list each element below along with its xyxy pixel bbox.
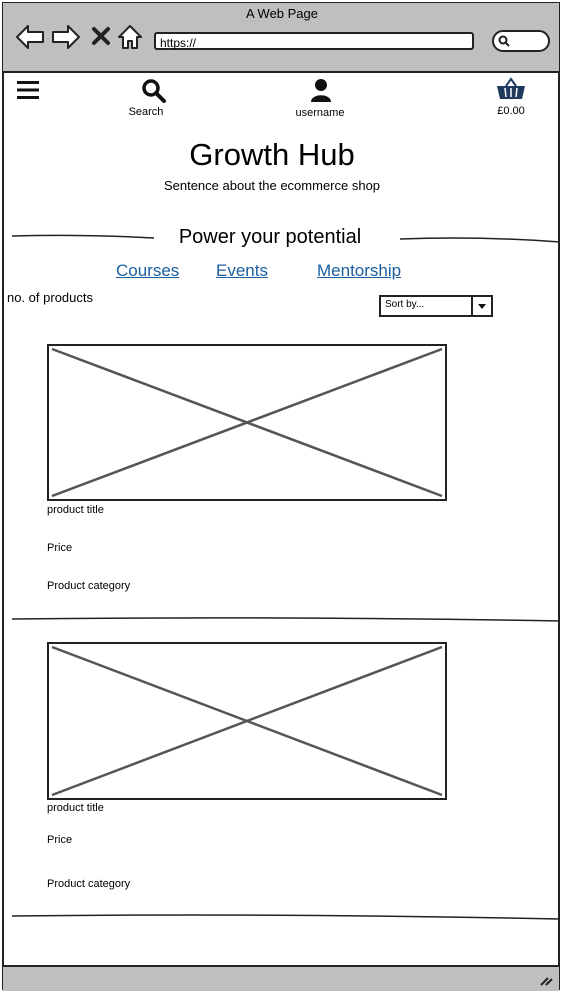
image-placeholder-icon (51, 645, 443, 797)
nav-link-events[interactable]: Events (216, 261, 268, 280)
search-label: Search (128, 106, 164, 118)
product-category: Product category (47, 878, 131, 890)
product-category: Product category (47, 580, 131, 592)
hamburger-menu-icon[interactable] (17, 80, 39, 100)
search-icon (141, 78, 167, 104)
account-button[interactable]: username (290, 78, 350, 119)
product-count: no. of products (7, 290, 93, 305)
site-title: Growth Hub (189, 137, 355, 172)
sort-dropdown-label: Sort by... (385, 299, 425, 310)
window-title: A Web Page (245, 6, 319, 21)
chevron-down-icon[interactable] (471, 297, 491, 315)
product-card[interactable]: product title Price Product category (47, 344, 447, 594)
basket-icon (496, 77, 530, 101)
cart-button[interactable]: £0.00 (492, 77, 530, 117)
section-divider-lines (11, 234, 561, 243)
nav-link-courses[interactable]: Courses (116, 261, 180, 280)
site-tagline: Sentence about the ecommerce shop (163, 178, 381, 193)
product-price: Price (47, 834, 73, 846)
product-divider (11, 914, 561, 920)
product-image-placeholder[interactable] (47, 642, 447, 800)
forward-arrow-icon[interactable] (51, 24, 81, 50)
product-card[interactable]: product title Price Product category (47, 642, 447, 892)
user-icon (310, 78, 350, 102)
product-price: Price (47, 542, 73, 554)
image-placeholder-icon (51, 347, 443, 498)
product-image-placeholder[interactable] (47, 344, 447, 501)
search-icon (498, 35, 510, 47)
search-button[interactable]: Search (125, 78, 167, 118)
browser-status-bar (3, 965, 559, 991)
product-divider (11, 617, 561, 622)
product-title[interactable]: product title (47, 802, 104, 814)
sort-dropdown[interactable]: Sort by... (379, 295, 493, 317)
cart-total: £0.00 (497, 105, 525, 117)
home-icon[interactable] (117, 24, 143, 50)
back-arrow-icon[interactable] (15, 24, 45, 50)
nav-link-mentorship[interactable]: Mentorship (317, 261, 402, 280)
section-heading: Power your potential (178, 226, 362, 248)
resize-grip-icon[interactable] (539, 974, 553, 986)
product-title[interactable]: product title (47, 504, 104, 516)
browser-search-field[interactable] (492, 30, 550, 52)
url-field[interactable]: https:// (154, 32, 474, 50)
username-label: username (295, 107, 345, 119)
close-icon[interactable] (91, 26, 111, 46)
